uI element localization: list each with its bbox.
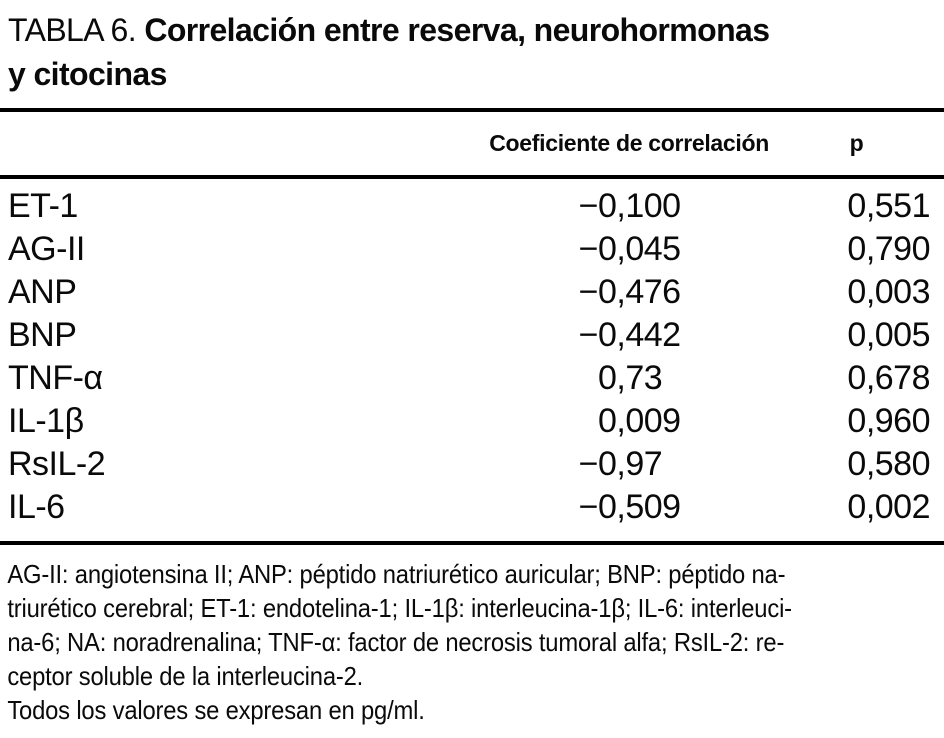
table-title-text-line1: Correlación entre reserva, neurohormonas [144,12,770,48]
coefficient-magnitude: 0,009 [598,402,681,440]
p-value: 0,005 [847,316,930,354]
table-footnote: AG-II: angiotensina II; ANP: péptido nat… [0,545,944,727]
coefficient-sign: − [578,488,599,526]
p-value: 0,580 [847,445,930,483]
table-row: RsIL-2 −0,97 0,580 [0,443,944,486]
table-row: IL-6 −0,509 0,002 [0,486,944,529]
coefficient-value: −0,476 [578,273,750,312]
footnote-line: AG-II: angiotensina II; ANP: péptido nat… [7,559,786,589]
column-header-p: p [849,130,864,156]
table-row: BNP −0,442 0,005 [0,314,944,357]
coefficient-value: −0,97 [578,445,750,484]
top-rule [0,108,944,112]
coefficient-magnitude: 0,045 [598,230,681,268]
row-label: BNP [8,316,77,354]
row-label: ANP [8,273,77,311]
coefficient-magnitude: 0,509 [598,488,681,526]
coefficient-magnitude: 0,100 [598,187,681,225]
table-number: TABLA 6. [8,12,137,48]
coefficient-value: −0,509 [578,488,750,527]
coefficient-sign: − [578,316,599,354]
p-value: 0,002 [847,488,930,526]
row-label: RsIL-2 [8,445,106,483]
coefficient-value: 0,009 [578,402,750,441]
table-title-line1: TABLA 6. Correlación entre reserva, neur… [8,8,944,52]
table-row: ET-1 −0,100 0,551 [0,185,944,228]
table-header-row: Coeficiente de correlación p [0,112,944,175]
coefficient-sign [578,402,598,441]
row-label: IL-1β [8,402,84,440]
footnote-line: triurético cerebral; ET-1: endotelina-1;… [7,593,792,623]
table-row: IL-1β 0,009 0,960 [0,400,944,443]
header-rule [0,175,944,179]
table-title-text-line2: y citocinas [8,56,167,92]
footnote-line: Todos los valores se expresan en pg/ml. [7,695,425,725]
bottom-rule [0,541,944,545]
coefficient-sign [578,359,598,398]
coefficient-value: −0,442 [578,316,750,355]
table-row: ANP −0,476 0,003 [0,271,944,314]
table-body: ET-1 −0,100 0,551 AG-II −0,045 0,790 ANP… [0,179,944,541]
column-header-coefficient: Coeficiente de correlación [489,130,769,156]
coefficient-magnitude: 0,442 [598,316,681,354]
p-value: 0,551 [847,187,930,225]
coefficient-sign: − [578,187,599,225]
row-label: ET-1 [8,187,78,225]
coefficient-value: 0,73 [578,359,750,398]
row-label: AG-II [8,230,85,268]
table-row: TNF-α 0,73 0,678 [0,357,944,400]
row-label: IL-6 [8,488,65,526]
p-value: 0,960 [847,402,930,440]
footnote-line: na-6; NA: noradrenalina; TNF-α: factor d… [7,627,785,657]
coefficient-value: −0,100 [578,187,750,226]
footnote-line: ceptor soluble de la interleucina-2. [7,661,364,691]
coefficient-magnitude: 0,73 [598,359,663,397]
coefficient-sign: − [578,445,599,483]
coefficient-sign: − [578,230,599,268]
table-row: AG-II −0,045 0,790 [0,228,944,271]
coefficient-magnitude: 0,97 [598,445,663,483]
p-value: 0,003 [847,273,930,311]
p-value: 0,790 [847,230,930,268]
coefficient-sign: − [578,273,599,311]
p-value: 0,678 [847,359,930,397]
coefficient-value: −0,045 [578,230,750,269]
coefficient-magnitude: 0,476 [598,273,681,311]
row-label: TNF-α [8,359,103,397]
table-title: TABLA 6. Correlación entre reserva, neur… [0,8,944,96]
